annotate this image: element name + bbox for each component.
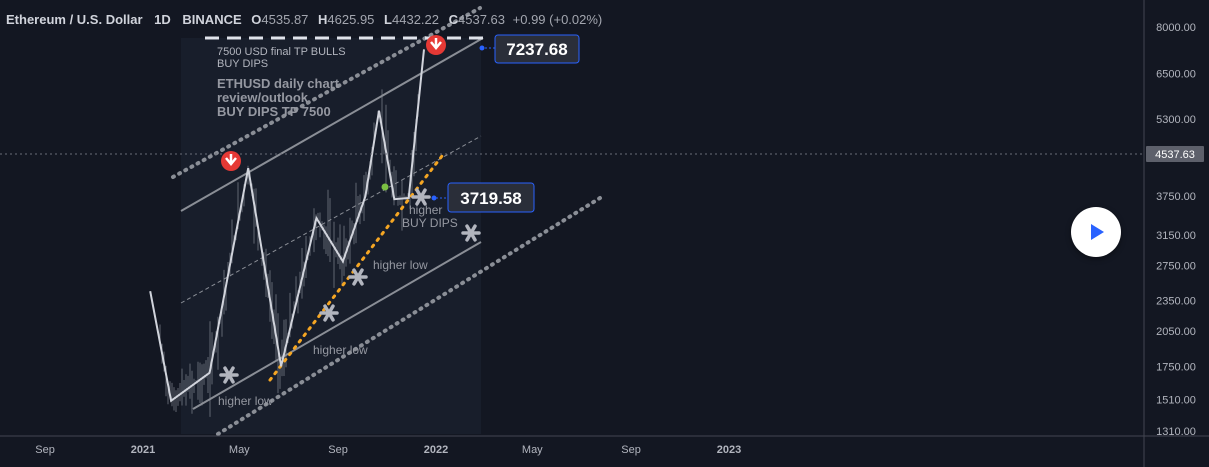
time-tick-label: 2022 (424, 444, 448, 456)
support-trendline (268, 154, 444, 382)
arrow-down-icon-2 (426, 35, 446, 55)
price-tick-label: 2050.00 (1156, 326, 1196, 338)
callout-lower-value: 3719.58 (460, 189, 521, 208)
buy-dips-label: BUY DIPS (402, 216, 458, 230)
outlook-note-line3: BUY DIPS TP 7500 (217, 104, 331, 119)
time-tick-label: Sep (35, 444, 55, 456)
time-axis[interactable]: Sep 2021 May Sep 2022 May Sep 2023 (35, 444, 741, 456)
time-tick-label: 2021 (131, 444, 155, 456)
arrow-down-icon-1 (221, 151, 241, 171)
time-tick-label: May (522, 444, 543, 456)
target-note-line1: 7500 USD final TP BULLS (217, 46, 346, 58)
asterisk-icon (411, 188, 431, 206)
low-key: L (384, 12, 392, 27)
trend-lines (149, 6, 602, 436)
callout-lower[interactable] (447, 182, 535, 213)
asterisk-icon (348, 268, 368, 286)
current-price-badge (1146, 146, 1204, 162)
high-value: 4625.95 (327, 12, 375, 27)
asterisk-icon (319, 304, 339, 322)
callout-upper[interactable] (494, 34, 580, 64)
price-tick-label: 1750.00 (1156, 361, 1196, 373)
symbol-header[interactable]: Ethereum / U.S. Dollar 1D BINANCE O4535.… (6, 12, 602, 27)
open-key: O (251, 12, 262, 27)
price-tick-label: 1310.00 (1156, 426, 1196, 438)
close-key: C (448, 12, 459, 27)
channel-shading (181, 38, 481, 434)
pivot-markers (219, 188, 481, 384)
interval-label: 1D (154, 12, 171, 27)
price-axis[interactable]: 8000.00 6500.00 5300.00 3750.00 3150.00 2750.… (1156, 22, 1196, 438)
time-tick-label: Sep (328, 444, 348, 456)
higher-low-label-1: higher low (218, 394, 273, 408)
price-tick-label: 3150.00 (1156, 230, 1196, 242)
price-tick-label: 3750.00 (1156, 191, 1196, 203)
channel-lower (192, 241, 482, 410)
price-tick-label: 6500.00 (1156, 68, 1196, 80)
higher-low-label-3: higher low (373, 258, 428, 272)
outlook-note-line2: review/outlook (217, 90, 309, 105)
callout-upper-value: 7237.68 (506, 40, 567, 59)
low-value: 4432.22 (392, 12, 439, 27)
price-tick-label: 5300.00 (1156, 114, 1196, 126)
higher-label: higher (409, 203, 442, 217)
symbol-name: Ethereum / U.S. Dollar (6, 12, 143, 27)
play-button[interactable] (1071, 207, 1121, 257)
asterisk-icon (219, 366, 239, 384)
higher-low-label-2: higher low (313, 343, 368, 357)
asterisk-icon (461, 224, 481, 242)
play-icon (1091, 224, 1104, 240)
green-dot-marker (381, 183, 389, 191)
callout-anchor-lower (431, 195, 437, 201)
open-value: 4535.87 (261, 12, 309, 27)
channel-upper (180, 37, 484, 212)
high-key: H (318, 12, 328, 27)
price-tick-label: 8000.00 (1156, 22, 1196, 34)
time-tick-label: Sep (621, 444, 641, 456)
channel-midline (180, 135, 482, 304)
price-tick-label: 2350.00 (1156, 296, 1196, 308)
outlook-note-line1: ETHUSD daily chart (217, 76, 340, 91)
time-tick-label: 2023 (717, 444, 741, 456)
price-tick-label: 2750.00 (1156, 260, 1196, 272)
current-price-label: 4537.63 (1155, 149, 1195, 161)
callout-anchor-upper (479, 45, 485, 51)
time-tick-label: May (229, 444, 250, 456)
price-zigzag (149, 49, 425, 403)
target-note-line2: BUY DIPS (217, 58, 268, 70)
price-tick-label: 1510.00 (1156, 394, 1196, 406)
outer-channel-upper (171, 6, 482, 179)
close-value: 4537.63 (458, 12, 506, 27)
change-value: +0.99 (+0.02%) (512, 12, 603, 27)
outer-channel-lower (216, 196, 602, 436)
exchange-label: BINANCE (182, 12, 242, 27)
